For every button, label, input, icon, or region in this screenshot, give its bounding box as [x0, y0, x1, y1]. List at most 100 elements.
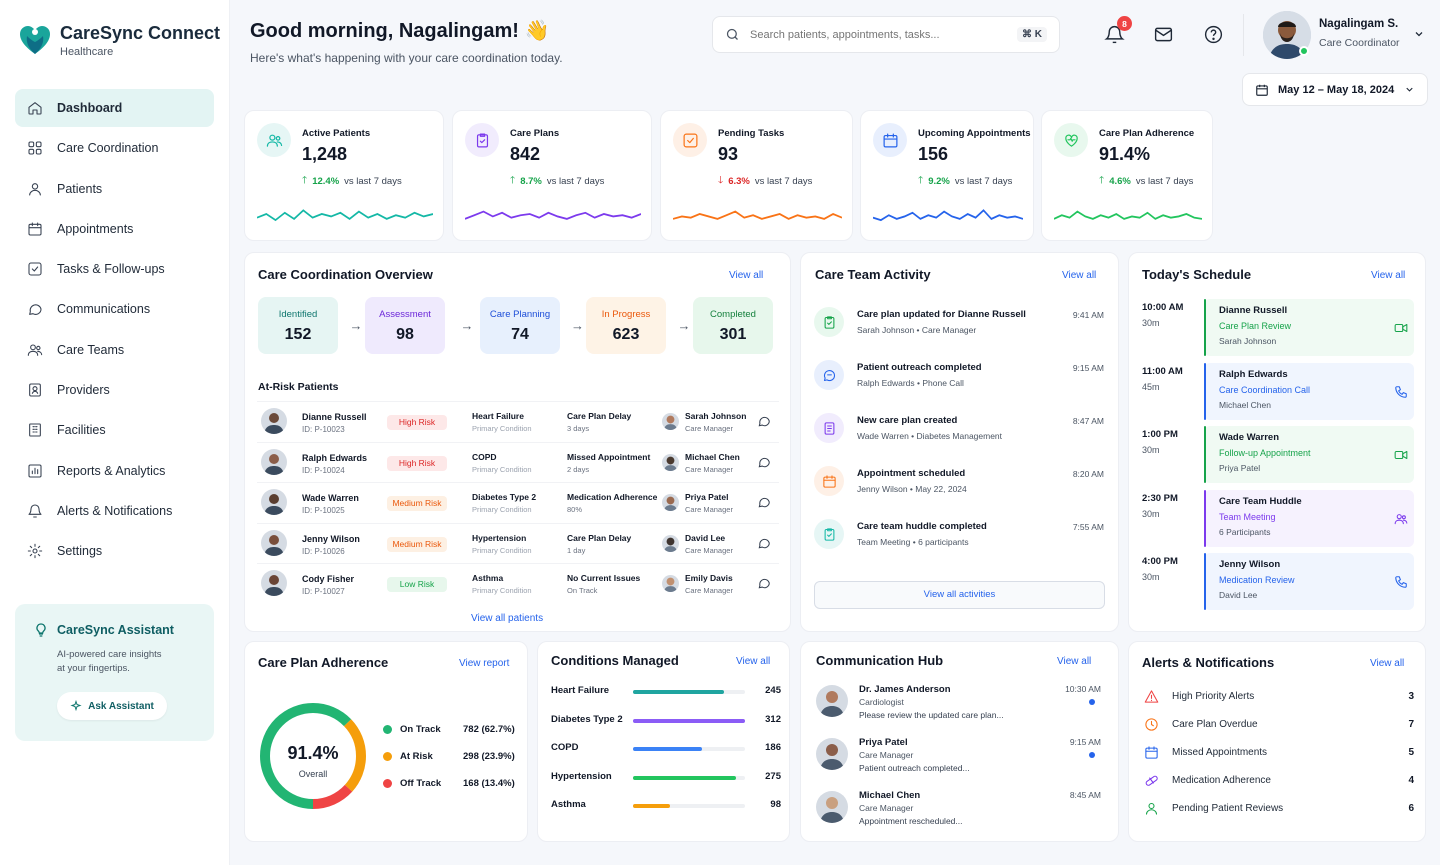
alert-item[interactable]: Medication Adherence 4 [1144, 771, 1414, 791]
table-row[interactable]: Wade Warren ID: P-10025 Medium Risk Diab… [257, 482, 779, 522]
condition-row: COPD 186 [551, 742, 781, 762]
nav-item-tasks-follow-ups[interactable]: Tasks & Follow-ups [15, 250, 214, 288]
stat-card-active-patients[interactable]: Active Patients 1,248 🡑 12.4% vs last 7 da… [244, 110, 444, 241]
message-icon[interactable] [757, 414, 771, 428]
conditions-view-all[interactable]: View all [736, 656, 771, 667]
ask-assistant-button[interactable]: Ask Assistant [57, 692, 167, 720]
view-all-patients-link[interactable]: View all patients [471, 613, 544, 624]
chevron-down-icon[interactable] [1413, 28, 1425, 40]
provider-icon [29, 383, 41, 397]
help-button[interactable] [1201, 22, 1225, 46]
brand[interactable]: CareSync Connect Healthcare [18, 22, 220, 58]
message-icon[interactable] [757, 455, 771, 469]
alert-item[interactable]: Missed Appointments 5 [1144, 742, 1414, 762]
user-avatar[interactable] [1263, 11, 1311, 59]
table-row[interactable]: Dianne Russell ID: P-10023 High Risk Hea… [257, 401, 779, 441]
search-input[interactable] [750, 28, 1007, 41]
nav-item-dashboard[interactable]: Dashboard [15, 89, 214, 127]
overview-view-all[interactable]: View all [729, 270, 764, 281]
stat-card-care-plan-adherence[interactable]: Care Plan Adherence 91.4% 🡑 4.6% vs last 7… [1041, 110, 1213, 241]
stat-card-pending-tasks[interactable]: Pending Tasks 93 🡓 6.3% vs last 7 days [660, 110, 853, 241]
notifications-button[interactable]: 8 [1102, 16, 1132, 46]
message-icon[interactable] [757, 495, 771, 509]
stat-label: Pending Tasks [718, 128, 785, 139]
date-range-picker[interactable]: May 12 – May 18, 2024 [1242, 73, 1428, 106]
activity-item[interactable]: New care plan created Wade Warren • Diab… [814, 411, 1104, 461]
schedule-item[interactable]: 2:30 PM 30m Care Team Huddle Team Meetin… [1142, 489, 1416, 548]
message-item[interactable]: Dr. James Anderson Cardiologist Please r… [816, 684, 1101, 736]
care-gap-sub: 1 day [567, 545, 586, 555]
schedule-item[interactable]: 11:00 AM 45m Ralph Edwards Care Coordina… [1142, 362, 1416, 421]
stage-in-progress[interactable]: In Progress 623 [586, 297, 666, 354]
team-icon [27, 344, 43, 356]
nav-item-settings[interactable]: Settings [15, 532, 214, 570]
view-all-activities-button[interactable]: View all activities [814, 581, 1105, 609]
nav-item-appointments[interactable]: Appointments [15, 210, 214, 248]
activity-title: Care team huddle completed [857, 521, 987, 532]
stat-card-upcoming-appointments[interactable]: Upcoming Appointments 156 🡑 9.2% vs last 7… [860, 110, 1034, 241]
alert-item[interactable]: High Priority Alerts 3 [1144, 686, 1414, 706]
greeting: Good morning, Nagalingam! 👋 Here's what'… [250, 18, 563, 65]
schedule-action[interactable] [1394, 575, 1408, 589]
avatar [816, 738, 848, 770]
nav-item-care-teams[interactable]: Care Teams [15, 331, 214, 369]
stat-change: 🡑 8.7% vs last 7 days [510, 173, 604, 190]
schedule-name: Wade Warren [1219, 432, 1280, 443]
schedule-item[interactable]: 1:00 PM 30m Wade Warren Follow-up Appoin… [1142, 426, 1416, 484]
stat-icon-wrap [673, 123, 707, 157]
team-icon [1394, 513, 1408, 524]
todays-schedule-card: Today's Schedule View all 10:00 AM 30m D… [1128, 252, 1426, 632]
stat-icon-wrap [1054, 123, 1088, 157]
search-shortcut: ⌘ K [1017, 27, 1047, 42]
schedule-view-all[interactable]: View all [1371, 270, 1406, 281]
message-time: 9:15 AM [1069, 737, 1101, 747]
comm-view-all[interactable]: View all [1057, 656, 1092, 667]
stage-assessment[interactable]: Assessment 98 [365, 297, 445, 354]
nav-item-care-coordination[interactable]: Care Coordination [15, 129, 214, 167]
alerts-view-all[interactable]: View all [1370, 658, 1405, 669]
activity-item[interactable]: Care team huddle completed Team Meeting … [814, 517, 1104, 567]
schedule-item[interactable]: 4:00 PM 30m Jenny Wilson Medication Revi… [1142, 553, 1416, 611]
nav-item-communications[interactable]: Communications [15, 290, 214, 328]
message-icon[interactable] [757, 576, 771, 590]
schedule-item[interactable]: 10:00 AM 30m Dianne Russell Care Plan Re… [1142, 299, 1416, 357]
nav-item-facilities[interactable]: Facilities [15, 411, 214, 449]
search-bar[interactable]: ⌘ K [712, 16, 1060, 53]
alert-item[interactable]: Pending Patient Reviews 6 [1144, 799, 1414, 819]
messages-button[interactable] [1151, 22, 1175, 46]
message-icon[interactable] [757, 536, 771, 550]
schedule-action[interactable] [1394, 385, 1408, 399]
stage-identified[interactable]: Identified 152 [258, 297, 338, 354]
schedule-action[interactable] [1394, 448, 1408, 462]
nav-item-patients[interactable]: Patients [15, 170, 214, 208]
care-coordination-overview-card: Care Coordination Overview View all Iden… [244, 252, 791, 632]
schedule-action[interactable] [1394, 321, 1408, 335]
nav-item-reports-analytics[interactable]: Reports & Analytics [15, 452, 214, 490]
avatar [662, 453, 679, 471]
table-row[interactable]: Ralph Edwards ID: P-10024 High Risk COPD… [257, 441, 779, 482]
care-manager-name: Emily Davis [685, 573, 733, 583]
stage-completed[interactable]: Completed 301 [693, 297, 773, 354]
schedule-action[interactable] [1394, 512, 1408, 526]
activity-item[interactable]: Patient outreach completed Ralph Edwards… [814, 358, 1104, 408]
adherence-view-report[interactable]: View report [459, 658, 510, 669]
activity-view-all[interactable]: View all [1062, 270, 1097, 281]
message-item[interactable]: Priya Patel Care Manager Patient outreac… [816, 737, 1101, 789]
activity-item[interactable]: Appointment scheduled Jenny Wilson • May… [814, 464, 1104, 514]
stage-care-planning[interactable]: Care Planning 74 [480, 297, 560, 354]
activity-item[interactable]: Care plan updated for Dianne Russell Sar… [814, 305, 1104, 355]
alert-item[interactable]: Care Plan Overdue 7 [1144, 714, 1414, 734]
condition-bar-track [633, 718, 745, 723]
nav-item-providers[interactable]: Providers [15, 371, 214, 409]
patient-id: ID: P-10027 [302, 587, 345, 596]
table-row[interactable]: Cody Fisher ID: P-10027 Low Risk Asthma … [257, 563, 779, 603]
stat-card-care-plans[interactable]: Care Plans 842 🡑 8.7% vs last 7 days [452, 110, 652, 241]
avatar [662, 494, 679, 511]
nav-item-alerts-notifications[interactable]: Alerts & Notifications [15, 492, 214, 530]
sparkline [465, 210, 641, 220]
table-row[interactable]: Jenny Wilson ID: P-10026 Medium Risk Hyp… [257, 522, 779, 563]
message-item[interactable]: Michael Chen Care Manager Appointment re… [816, 790, 1101, 842]
user-icon [1145, 803, 1158, 815]
arrow-up-icon: 🡑 [1099, 175, 1105, 186]
condition-name: Asthma [551, 799, 586, 810]
